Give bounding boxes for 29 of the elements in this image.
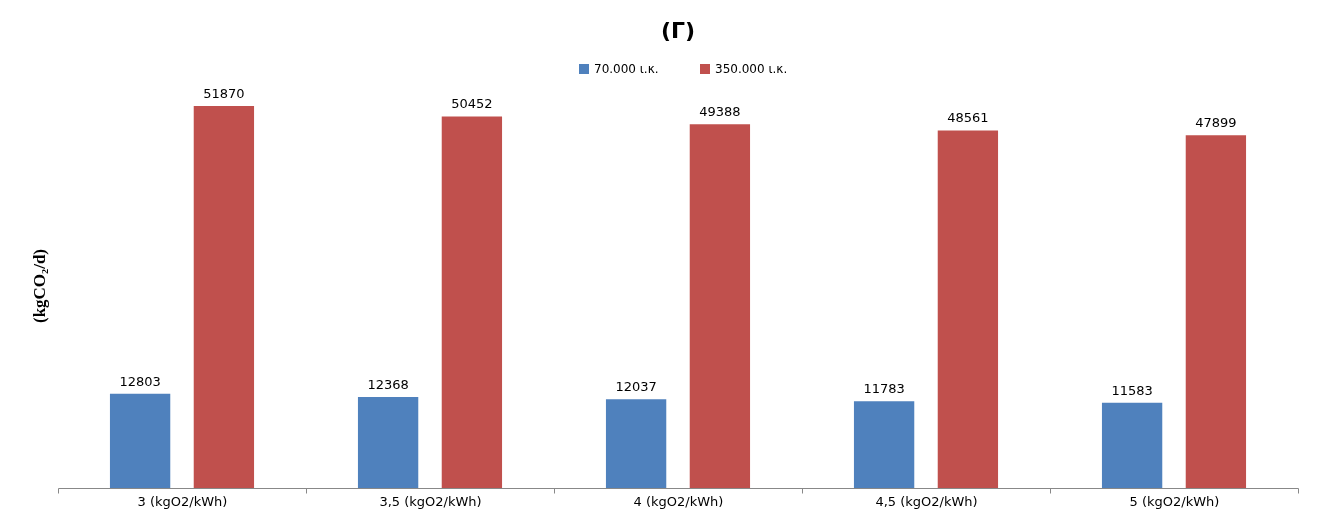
bar (1185, 135, 1247, 488)
x-tick-label: 3,5 (kgO2/kWh) (379, 493, 482, 509)
x-tick-label: 3 (kgO2/kWh) (137, 493, 228, 509)
bar (689, 124, 751, 488)
data-label: 50452 (451, 96, 493, 112)
bar (853, 401, 915, 488)
data-label: 48561 (947, 110, 989, 126)
data-label: 12803 (119, 373, 161, 389)
x-tick-label: 5 (kgO2/kWh) (1129, 493, 1220, 509)
bar (109, 393, 171, 488)
data-label: 12037 (615, 379, 657, 395)
x-tick-label: 4,5 (kgO2/kWh) (875, 493, 978, 509)
bar (937, 130, 999, 488)
data-label: 12368 (367, 376, 409, 392)
data-label: 51870 (203, 86, 245, 102)
legend-label: 70.000 ι.κ. (594, 62, 659, 76)
y-axis-title: (kgCO₂/d) (29, 248, 49, 324)
data-label: 11583 (1111, 382, 1153, 398)
bar (441, 116, 503, 488)
data-label: 11783 (863, 381, 905, 397)
bar (193, 106, 255, 488)
bar (1101, 402, 1163, 488)
chart-title: (Γ) (660, 18, 696, 43)
data-label: 47899 (1195, 115, 1237, 131)
bar (357, 396, 419, 488)
bar (605, 399, 667, 488)
x-tick-label: 4 (kgO2/kWh) (633, 493, 724, 509)
data-label: 49388 (699, 104, 741, 120)
legend-label: 350.000 ι.κ. (715, 62, 788, 76)
